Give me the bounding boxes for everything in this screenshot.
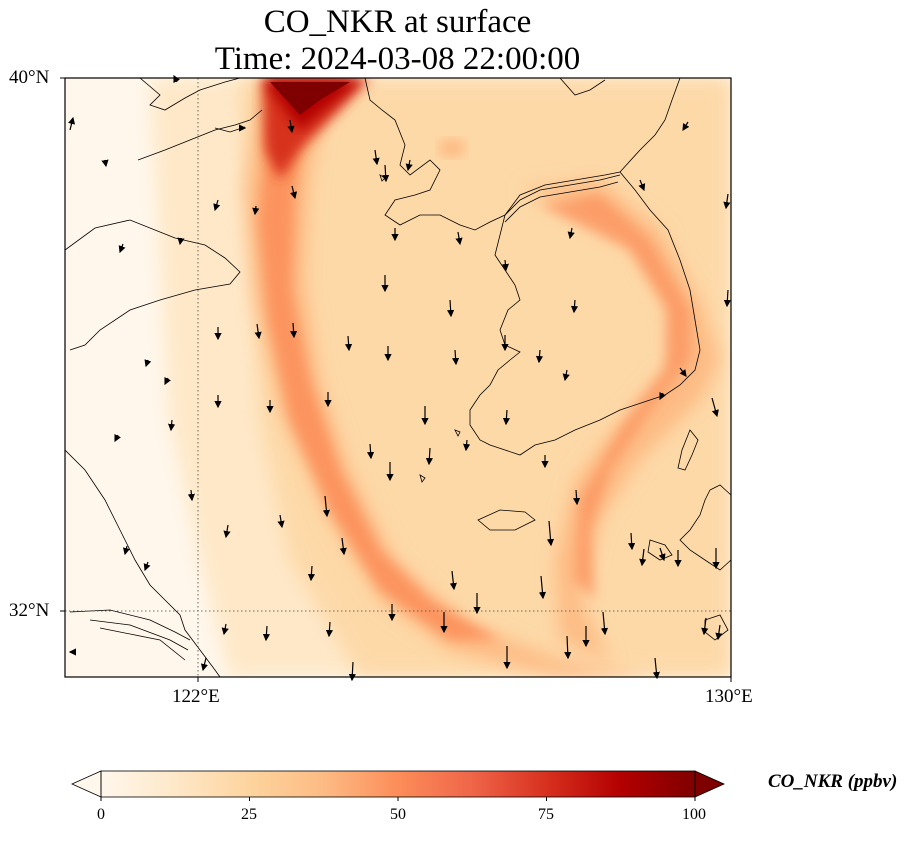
wind-arrow — [682, 121, 690, 132]
wind-arrow — [277, 514, 285, 529]
wind-arrow — [639, 548, 647, 567]
wind-arrow — [425, 447, 433, 466]
wind-arrow — [307, 565, 316, 582]
wind-arrow — [101, 159, 109, 168]
wind-arrow — [68, 116, 76, 131]
map-title-line2: Time: 2024-03-08 22:00:00 — [214, 41, 581, 77]
lat-label-south: 32°N — [9, 600, 50, 621]
wind-arrow — [200, 657, 208, 672]
map-title-line1: CO_NKR at surface — [263, 4, 532, 40]
wind-arrow — [652, 657, 660, 680]
colorbar-tick-label: 100 — [682, 806, 706, 823]
wind-arrow — [187, 489, 195, 502]
lon-label-west: 122°E — [172, 686, 220, 707]
wind-arrow — [262, 625, 271, 642]
wind-arrow — [122, 545, 130, 556]
wind-arrow — [572, 489, 581, 506]
gridlines — [65, 78, 731, 677]
wind-arrow — [221, 623, 229, 636]
wind-arrow — [501, 259, 509, 272]
wind-arrow — [723, 193, 731, 210]
colorbar-tick-label: 0 — [97, 806, 105, 823]
wind-arrow — [144, 359, 152, 368]
colorbar — [71, 770, 725, 801]
wind-arrow — [339, 537, 347, 556]
wind-arrow — [701, 617, 709, 636]
wind-arrow — [405, 159, 413, 172]
wind-arrow — [447, 299, 455, 318]
colorbar-tick-label: 25 — [241, 806, 257, 823]
wind-arrow — [254, 323, 262, 340]
wind-arrow — [449, 570, 457, 591]
wind-arrow — [173, 74, 180, 83]
map-frame — [64, 77, 732, 678]
axis-ticks — [60, 77, 732, 682]
wind-arrow — [502, 409, 511, 426]
lon-label-east: 130°E — [705, 686, 753, 707]
wind-arrow — [538, 575, 547, 600]
wind-arrow — [567, 227, 575, 240]
wind-arrow — [546, 520, 555, 547]
wind-arrow — [290, 185, 298, 200]
lat-label-north: 40°N — [9, 67, 50, 88]
colorbar-title: CO_NKR (ppbv) — [768, 771, 898, 792]
wind-arrow — [168, 419, 176, 432]
wind-arrow — [658, 547, 666, 562]
wind-arrow — [118, 243, 126, 254]
wind-arrow — [366, 443, 375, 460]
wind-arrow — [679, 367, 687, 377]
wind-arrow — [562, 369, 570, 382]
wind-arrow — [213, 199, 221, 212]
wind-arrow — [223, 524, 231, 539]
wind-arrow — [715, 624, 723, 641]
wind-arrow — [322, 495, 330, 518]
wind-arrow — [659, 392, 666, 401]
colorbar-tick-label: 50 — [390, 806, 406, 823]
wind-arrow — [325, 621, 334, 638]
wind-arrow — [289, 322, 298, 339]
wind-arrow — [287, 119, 295, 134]
wind-arrow — [570, 299, 579, 314]
wind-arrow — [463, 439, 471, 452]
wind-arrow — [628, 532, 636, 551]
wind-arrow — [638, 179, 646, 192]
concentration-field — [65, 78, 731, 677]
wind-arrow — [143, 561, 151, 572]
wind-arrow — [177, 237, 185, 246]
wind-arrow — [455, 231, 463, 246]
wind-arrow — [600, 611, 609, 636]
wind-vectors — [68, 74, 731, 682]
wind-arrow — [252, 205, 260, 216]
wind-arrow — [344, 335, 353, 352]
wind-arrow — [723, 289, 731, 308]
wind-arrow — [382, 164, 390, 183]
wind-arrow — [711, 397, 719, 418]
coastlines — [65, 78, 731, 677]
wind-arrow — [535, 349, 544, 364]
wind-arrow — [372, 149, 380, 166]
wind-arrow — [164, 377, 171, 386]
wind-arrow — [564, 635, 572, 660]
wind-arrow — [114, 434, 121, 443]
wind-arrow — [451, 349, 460, 366]
colorbar-tick-label: 75 — [538, 806, 554, 823]
